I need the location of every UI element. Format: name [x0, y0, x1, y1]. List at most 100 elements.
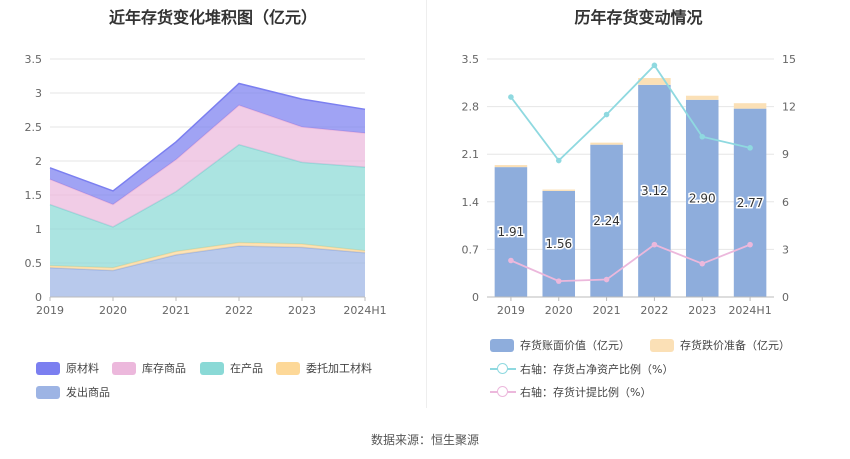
legend-swatch [36, 385, 60, 399]
line-provision-ratio-point [508, 257, 514, 264]
line-net-asset-ratio-point [651, 62, 658, 69]
bar-value-label: 2.24 [593, 214, 620, 228]
legend-swatch [200, 361, 224, 375]
bar-impairment [590, 142, 623, 145]
stacked-area-chart: 0 0.5 1 1.5 2 2.5 3 3.5 2019 2020 2021 2022 2023 2024… [25, 53, 387, 317]
x-tick-label: 2019 [36, 304, 64, 317]
data-source-note: 数据来源：恒生聚源 [370, 433, 479, 447]
bar-impairment [542, 189, 576, 191]
right-chart-title: 历年存货变动情况 [574, 8, 703, 27]
y-tick-label: 2 [35, 155, 42, 168]
y-tick-label: 1 [35, 223, 42, 236]
legend-line-marker [490, 385, 516, 399]
legend-item-raw-material[interactable]: 原材料 [36, 360, 99, 376]
x-tick-label: 2021 [593, 304, 621, 317]
bar-value-label: 2.77 [737, 196, 764, 210]
legend-item-inventory-goods[interactable]: 库存商品 [112, 360, 186, 376]
line-net-asset-ratio-point [508, 94, 514, 100]
left-chart-title: 近年存货变化堆积图（亿元） [108, 8, 317, 27]
y-tick-label: 0 [35, 291, 42, 304]
legend-label: 存货账面价值（亿元） [520, 339, 630, 352]
panel-divider [426, 0, 427, 408]
legend-line-marker [490, 362, 516, 376]
bar-value-label: 1.56 [545, 237, 572, 251]
line-provision-ratio-point [555, 278, 562, 284]
legend-label: 发出商品 [66, 386, 110, 399]
line-provision-ratio-point [603, 276, 610, 283]
legend-item-impairment[interactable]: 存货跌价准备（亿元） [650, 337, 790, 353]
y2-tick-label: 0 [782, 291, 789, 304]
line-net-asset-ratio-point [747, 145, 753, 151]
legend-item-wip[interactable]: 在产品 [200, 360, 263, 376]
y-tick-label: 1.4 [462, 196, 480, 209]
line-provision-ratio-point [651, 241, 658, 248]
legend-label: 在产品 [230, 362, 263, 375]
x-tick-label: 2022 [225, 304, 253, 317]
legend-swatch [36, 361, 60, 375]
y-tick-label: 0 [472, 291, 479, 304]
legend-label: 存货跌价准备（亿元） [680, 339, 790, 352]
x-tick-label: 2023 [288, 304, 316, 317]
bar-impairment [494, 165, 528, 168]
legend-swatch [650, 338, 674, 352]
x-tick-label: 2022 [640, 304, 668, 317]
line-provision-ratio [510, 243, 751, 283]
area-raw-materials [50, 83, 365, 205]
x-tick-label: 2023 [688, 304, 716, 317]
y2-tick-label: 12 [782, 101, 796, 114]
y2-tick-label: 3 [782, 243, 789, 256]
line-net-asset-ratio-point [603, 111, 610, 118]
area-top-line [49, 82, 366, 192]
legend-label: 库存商品 [142, 362, 186, 375]
y-tick-label: 1.5 [25, 189, 43, 202]
legend-swatch [276, 361, 300, 375]
bar-value-label: 3.12 [641, 184, 668, 198]
legend-label: 原材料 [66, 362, 99, 375]
bar-book-value [638, 84, 671, 297]
y-tick-label: 0.7 [462, 243, 480, 256]
y2-tick-label: 6 [782, 196, 789, 209]
area-work-in-progress [50, 144, 365, 268]
y-tick-label: 3.5 [25, 53, 43, 66]
bar-impairment [733, 103, 767, 109]
legend-swatch [112, 361, 136, 375]
legend-item-shipped[interactable]: 发出商品 [36, 384, 110, 400]
x-tick-label: 2024H1 [728, 304, 771, 317]
line-provision-ratio-point [699, 260, 706, 267]
y-tick-label: 2.5 [25, 121, 43, 134]
legend-label: 右轴：存货占净资产比例（%） [520, 363, 674, 376]
legend-item-net-asset-ratio[interactable]: 右轴：存货占净资产比例（%） [490, 361, 673, 377]
legend-swatch [490, 338, 514, 352]
legend-label: 委托加工材料 [306, 362, 372, 375]
x-tick-label: 2019 [497, 304, 525, 317]
legend-item-provision-ratio[interactable]: 右轴：存货计提比例（%） [490, 384, 651, 400]
line-net-asset-ratio-point [699, 133, 706, 140]
bar-impairment [638, 78, 671, 85]
area-shipped-goods [50, 246, 365, 297]
y-tick-label: 2.1 [462, 148, 480, 161]
x-tick-label: 2024H1 [343, 304, 386, 317]
y-tick-label: 2.8 [462, 101, 480, 114]
line-net-asset-ratio-point [555, 157, 562, 164]
x-tick-label: 2020 [99, 304, 127, 317]
x-tick-label: 2021 [162, 304, 190, 317]
line-provision-ratio-point [747, 241, 753, 248]
bar-book-value [733, 108, 767, 297]
bar-value-label: 2.90 [689, 191, 716, 205]
area-inventory-goods [50, 105, 365, 227]
legend-label: 右轴：存货计提比例（%） [520, 386, 652, 399]
y2-tick-label: 9 [782, 148, 789, 161]
x-tick-label: 2020 [545, 304, 573, 317]
y2-tick-label: 15 [782, 53, 796, 66]
legend-item-book-value[interactable]: 存货账面价值（亿元） [490, 337, 630, 353]
legend-item-consigned[interactable]: 委托加工材料 [276, 360, 372, 376]
area-consigned-materials [50, 242, 365, 271]
bar-book-value [494, 167, 528, 297]
y-tick-label: 3 [35, 87, 42, 100]
bar-value-label: 1.91 [498, 225, 525, 239]
bar-impairment [685, 95, 719, 100]
y-tick-label: 0.5 [25, 257, 43, 270]
line-net-asset-ratio [510, 63, 751, 162]
inventory-bar-line-chart: 0 0.7 1.4 2.1 2.8 3.5 0 3 6 9 12 15 1.91 1.56 2.24 3.12… [462, 53, 797, 317]
y-tick-label: 3.5 [462, 53, 480, 66]
